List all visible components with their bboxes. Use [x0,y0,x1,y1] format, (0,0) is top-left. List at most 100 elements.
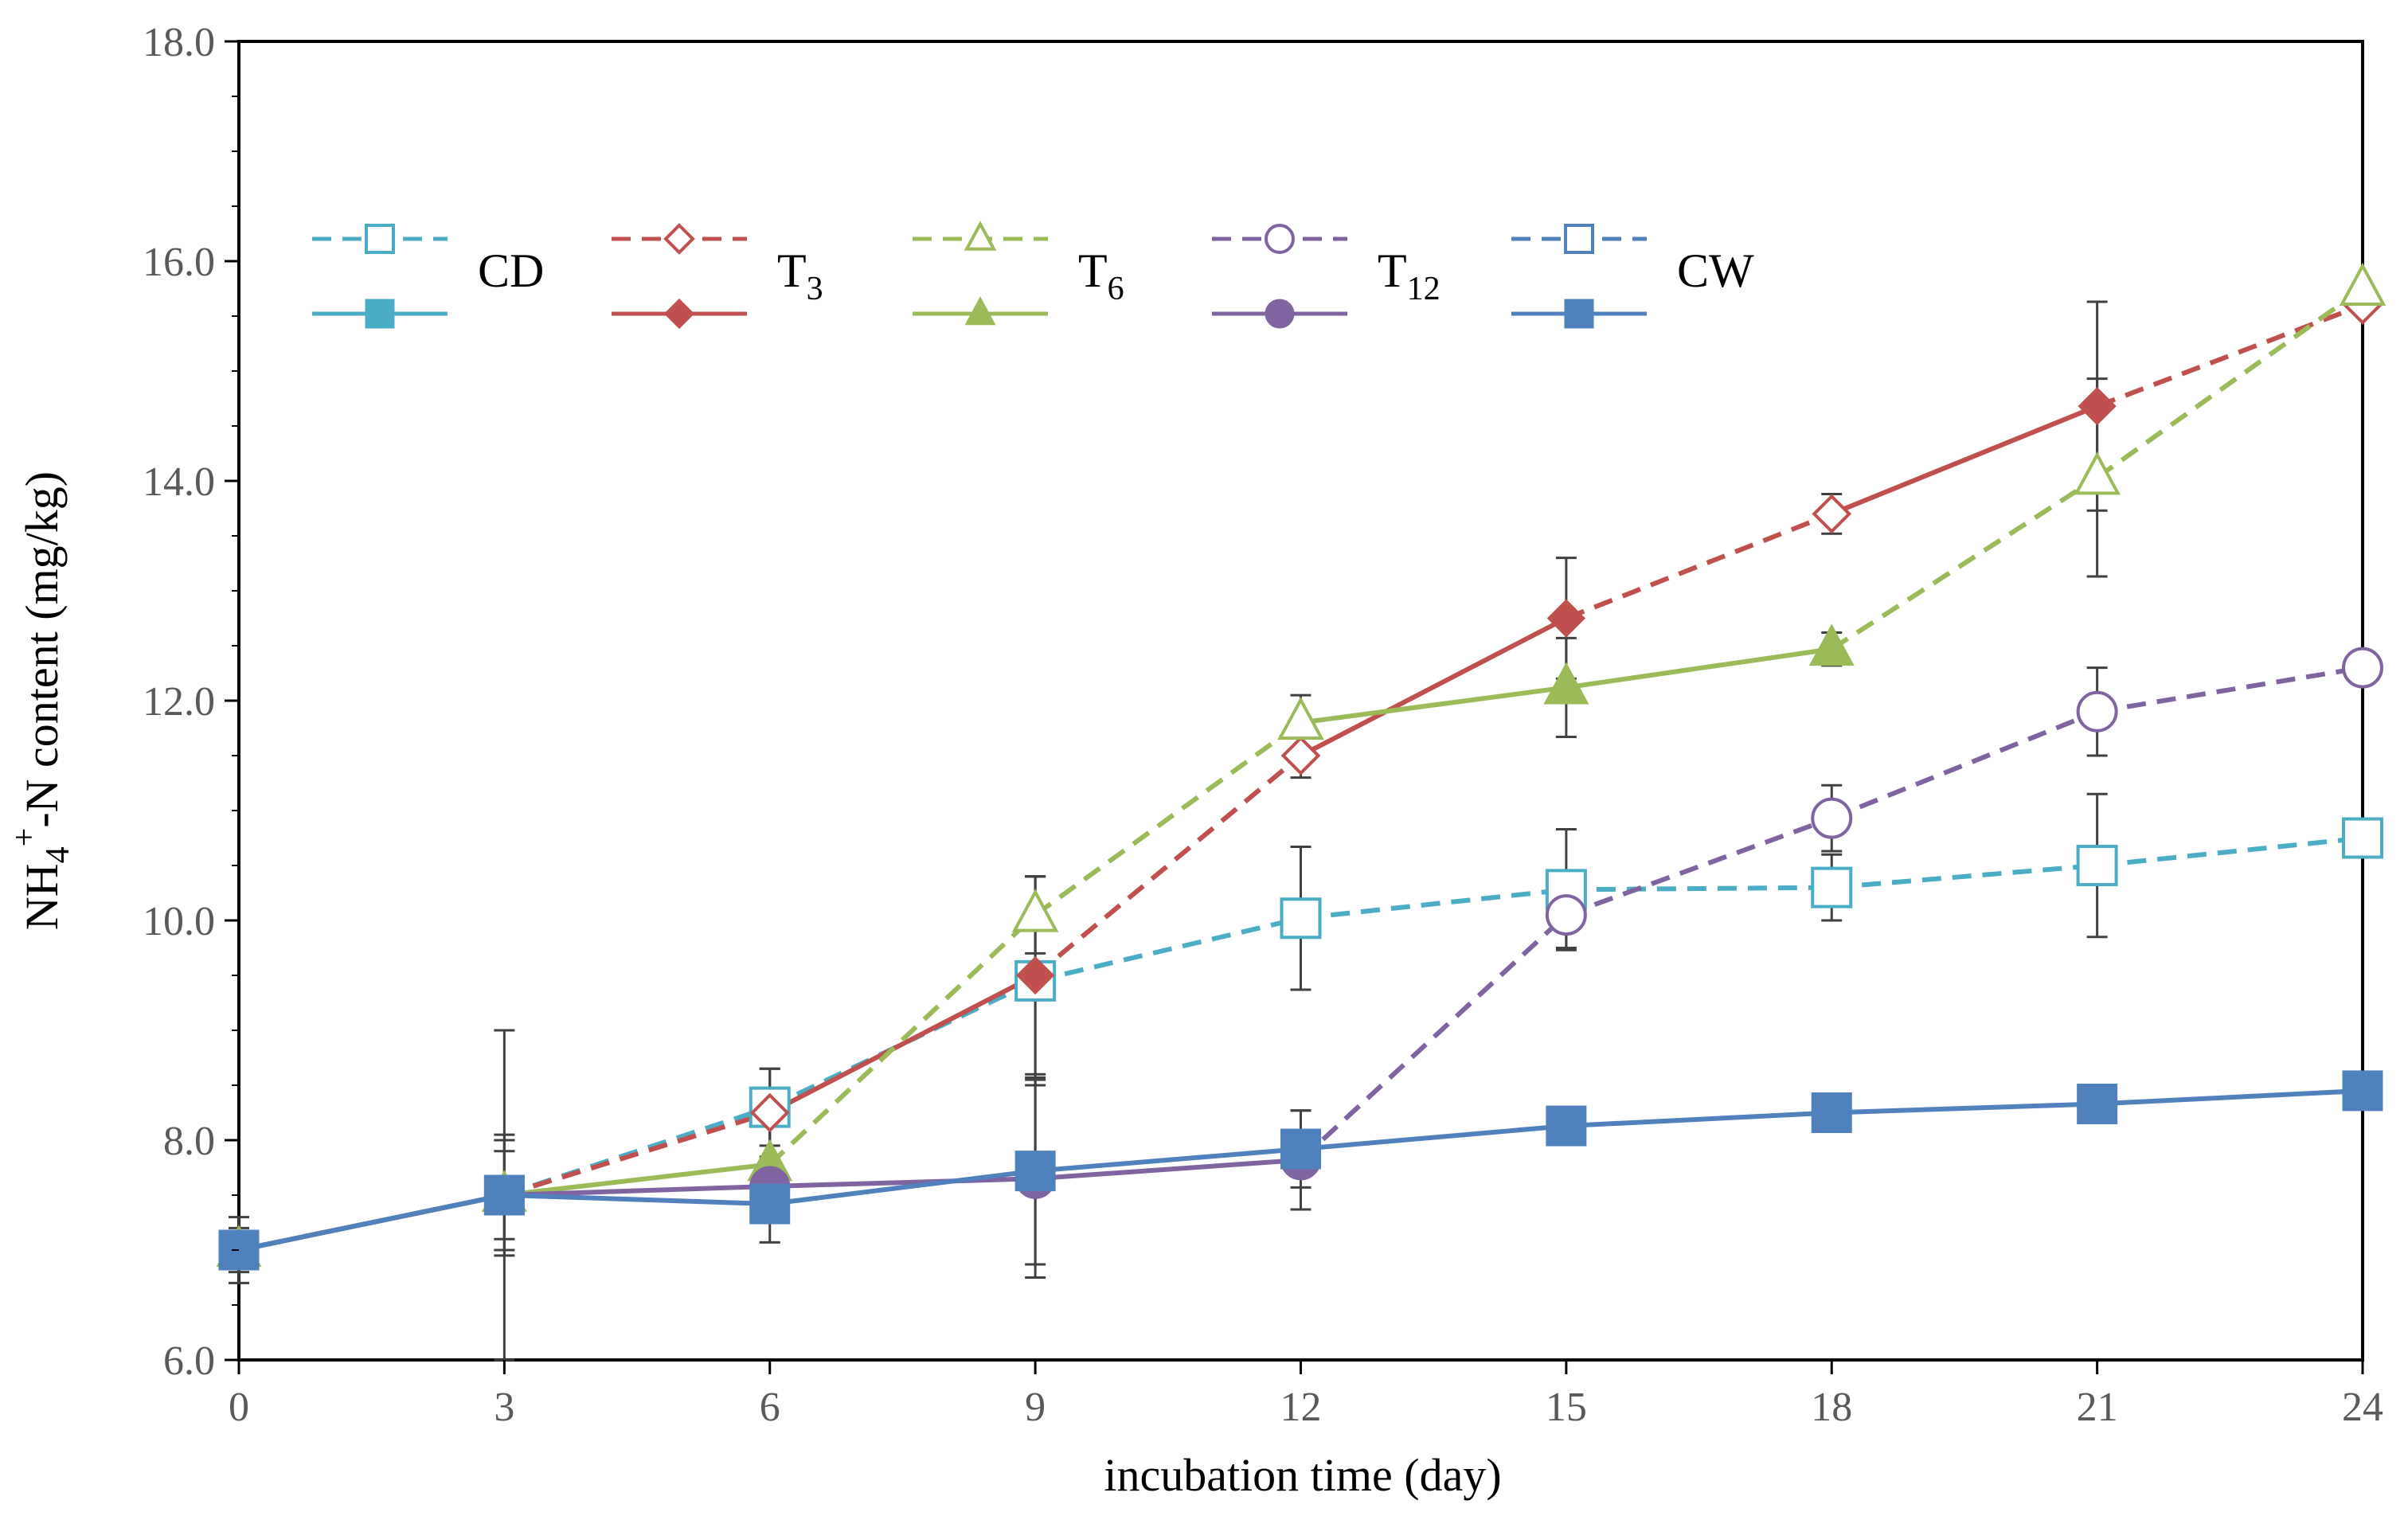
data-point-t12 [2076,690,2118,733]
series-segment-t3 [2096,303,2364,408]
series-segment-cd [1831,863,2097,890]
series-segment-t12 [1034,1157,1301,1182]
legend-label-sub: 12 [1407,271,1440,307]
series-segment-t3 [503,1110,771,1198]
legend-marker-open [1265,224,1295,254]
data-point-cw [1280,1128,1321,1170]
series-segment-t6 [1034,721,1303,917]
y-axis-title: NH4+-N content (mg/kg) [6,471,76,930]
y-tick-label: 8.0 [163,1119,215,1164]
series-segment-cw [238,1193,505,1252]
x-tick-label: 3 [494,1385,514,1430]
legend-label: CD [478,244,544,297]
data-point-t6 [1277,696,1324,740]
data-point-t6 [1808,623,1855,666]
series-segment-cd [1034,916,1302,983]
legend-marker-filled [663,298,695,330]
legend-label-main: CD [478,244,544,297]
legend-label-sub: 3 [807,271,823,307]
series-segment-t6 [1566,647,1832,690]
legend-marker-filled [1564,299,1594,329]
x-tick-label: 21 [2077,1385,2118,1430]
series-segment-cw [504,1193,770,1207]
series-segment-t3 [768,973,1037,1116]
series-segment-t12 [504,1183,770,1198]
legend-marker-open [964,221,997,251]
series-segment-cd [768,979,1037,1110]
series-segment-cw [1566,1110,1832,1129]
data-point-t3 [749,1092,790,1133]
series-segment-t12 [2097,665,2363,714]
data-point-cw [218,1229,260,1271]
x-tick-label: 24 [2342,1385,2383,1430]
series-segment-t12 [1299,912,1568,1162]
y-tick-label: 10.0 [143,899,215,944]
y-tick-label: 12.0 [143,679,215,725]
data-point-cw [1014,1151,1056,1192]
data-point-cd [1280,897,1322,940]
data-point-cd [1811,866,1853,908]
data-point-t6 [1011,889,1059,932]
series-segment-t6 [2095,287,2364,480]
y-tick-label: 14.0 [143,459,215,505]
x-tick-label: 18 [1811,1385,1852,1430]
series-segment-cw [769,1168,1036,1207]
series-segment-cw [1034,1147,1301,1174]
data-point-t6 [2074,451,2121,495]
series-segment-t6 [768,912,1038,1166]
data-point-t12 [1811,797,1853,839]
data-point-cw [2077,1083,2118,1124]
x-tick-label: 12 [1280,1385,1322,1430]
legend-marker-open [365,224,395,254]
legend-label-main: T [777,244,807,297]
series-segment-cd [2097,835,2363,868]
series-segment-t3 [1831,404,2098,517]
data-point-cw [749,1183,791,1225]
series-segment-cw [1300,1123,1567,1152]
data-point-cw [1546,1105,1587,1147]
data-point-t12 [1545,894,1587,936]
series-segment-t12 [769,1176,1036,1189]
series-segment-t12 [1831,709,2098,821]
y-tick-label: 6.0 [163,1338,215,1384]
data-point-t6 [1543,662,1589,705]
y-tick-label: 16.0 [143,240,215,285]
series-segment-cw [1831,1101,2097,1116]
data-point-t3 [1812,494,1852,534]
series-segment-t3 [1300,615,1568,758]
series-segment-cd [1300,887,1567,921]
series-segment-t6 [1300,685,1567,725]
series-markers [216,262,2386,1271]
data-point-t3 [1280,736,1321,776]
legend-label: T3 [777,244,823,307]
series-segment-t3 [1034,753,1303,978]
legend-label-main: T [1078,244,1108,297]
data-point-cd [2342,817,2383,859]
data-point-t3 [1016,955,1055,995]
legend-label-main: CW [1677,244,1754,297]
series-segment-cw [2097,1088,2363,1107]
data-point-cd [2076,845,2118,886]
x-tick-label: 0 [229,1385,249,1430]
series-segment-t3 [1565,511,1833,621]
legend-marker-filled [964,296,996,326]
legend-label: T6 [1078,244,1124,307]
legend-marker-filled [365,299,395,329]
legend-marker-filled [1265,299,1295,329]
series-segment-cd [1566,885,1832,893]
series-lines [238,287,2364,1252]
legend-label-sub: 6 [1108,271,1124,307]
data-point-cw [2342,1070,2383,1112]
series-segment-t6 [504,1162,771,1198]
legend: CD T3 T6 T12 CW [312,221,1754,330]
legend-marker-open [663,223,695,255]
x-tick-label: 6 [760,1385,780,1430]
x-axis-title: incubation time (day) [1104,1449,1501,1501]
legend-label: T12 [1378,244,1440,307]
data-point-t12 [2342,647,2383,689]
x-tick-label: 9 [1025,1385,1046,1430]
y-tick-label: 18.0 [143,20,215,65]
x-tick-label: 15 [1546,1385,1587,1430]
data-point-t3 [1546,599,1585,638]
